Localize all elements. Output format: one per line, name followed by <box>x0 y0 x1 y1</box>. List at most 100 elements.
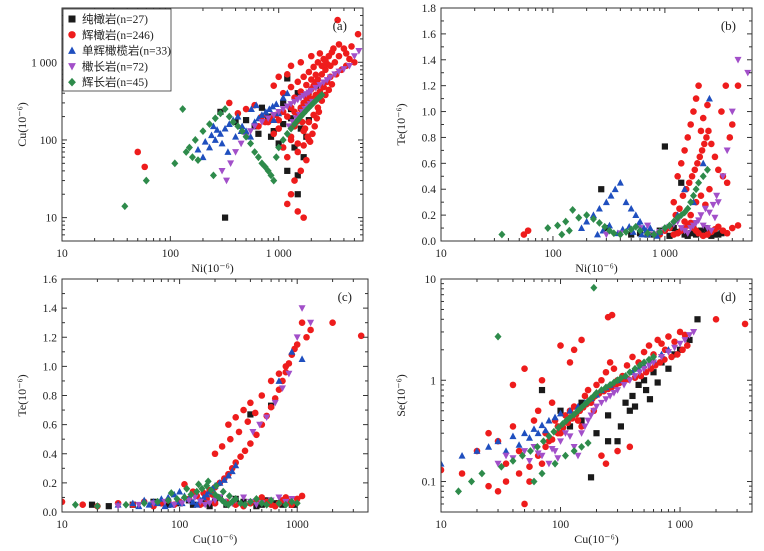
data-point <box>676 340 684 348</box>
y-tick-label: 1 000 <box>31 57 57 69</box>
data-point <box>581 392 589 400</box>
data-point <box>211 450 219 458</box>
data-point <box>454 487 462 496</box>
data-point <box>215 493 223 502</box>
data-point <box>301 125 309 132</box>
data-point <box>598 376 605 384</box>
data-point <box>597 399 605 407</box>
data-point <box>326 74 334 82</box>
data-point <box>627 225 635 234</box>
data-point <box>701 140 708 148</box>
data-point <box>140 499 148 508</box>
data-point <box>711 214 719 222</box>
data-point <box>237 453 244 460</box>
data-point <box>178 500 186 507</box>
data-point <box>191 494 199 502</box>
data-point <box>626 407 633 414</box>
data-point <box>715 166 722 174</box>
data-point <box>578 430 586 437</box>
data-point <box>545 432 553 441</box>
data-point <box>718 108 725 115</box>
data-point <box>305 68 313 76</box>
data-point <box>638 230 646 238</box>
data-point <box>497 462 505 471</box>
data-point <box>310 63 317 71</box>
data-point <box>677 225 685 232</box>
data-point <box>253 431 260 439</box>
data-point <box>694 316 701 323</box>
x-tick-label: 100 <box>162 248 180 260</box>
data-point <box>538 460 546 467</box>
data-point <box>593 381 600 389</box>
data-point <box>161 502 169 510</box>
data-point <box>316 50 324 57</box>
data-point <box>719 173 727 180</box>
data-point <box>690 108 697 115</box>
data-point <box>650 353 658 361</box>
data-point <box>650 230 658 239</box>
data-point <box>632 211 640 219</box>
data-point <box>167 489 175 497</box>
data-point <box>616 230 624 239</box>
data-point <box>458 470 466 477</box>
data-point <box>551 413 559 421</box>
data-point <box>189 501 197 508</box>
data-point <box>247 440 254 447</box>
y-tick-label: 10 <box>425 274 437 286</box>
data-point <box>640 348 648 356</box>
data-point <box>218 139 226 147</box>
data-point <box>689 191 697 200</box>
data-point <box>584 417 592 425</box>
data-point <box>538 469 546 478</box>
data-point <box>298 492 306 500</box>
y-tick-label: 0.1 <box>422 477 437 489</box>
data-point <box>521 500 528 508</box>
data-point <box>264 115 272 123</box>
data-point <box>697 192 705 199</box>
data-point <box>614 387 622 394</box>
data-point <box>679 192 687 199</box>
chart-panel-4: 10 100 1 000 0.1 1 10 Cu(10⁻⁶) Se(10⁻⁶) (d) <box>394 274 753 546</box>
data-point <box>645 362 653 370</box>
data-point <box>587 474 595 481</box>
data-point <box>145 501 153 508</box>
data-point <box>666 221 674 230</box>
data-point <box>610 229 618 238</box>
data-point <box>626 443 634 451</box>
data-point <box>247 411 254 418</box>
data-point <box>526 478 533 485</box>
data-point <box>566 423 574 430</box>
data-point <box>206 143 214 151</box>
data-point <box>593 430 600 437</box>
data-point <box>297 125 304 132</box>
data-point <box>611 185 619 193</box>
y-tick-label: 0.0 <box>422 236 437 248</box>
data-point <box>318 91 326 99</box>
data-point <box>256 421 264 429</box>
data-point <box>318 71 326 78</box>
data-point <box>606 393 614 400</box>
data-point <box>258 111 266 118</box>
data-point <box>275 370 283 377</box>
data-point <box>494 332 502 341</box>
data-point <box>574 452 582 460</box>
data-point <box>584 386 592 394</box>
data-point <box>71 500 79 509</box>
data-point <box>258 104 266 111</box>
data-points <box>62 305 365 511</box>
data-point <box>677 211 685 220</box>
data-point <box>509 381 517 389</box>
data-point <box>258 159 266 168</box>
data-point <box>293 499 301 508</box>
data-point <box>690 329 698 336</box>
data-point <box>342 50 350 57</box>
data-point <box>303 333 310 341</box>
data-point <box>606 359 614 366</box>
y-tick-label: 0.4 <box>422 184 437 196</box>
chart-panel-3: 10 100 1000 0.0 0.2 0.4 0.6 0.8 1.0 1.2 1.4 1.6 Cu(1… <box>15 274 369 546</box>
y-tick-label: 1.8 <box>422 3 437 15</box>
data-point <box>494 437 502 445</box>
data-points <box>121 16 363 221</box>
data-point <box>542 443 549 451</box>
data-point <box>642 386 650 394</box>
